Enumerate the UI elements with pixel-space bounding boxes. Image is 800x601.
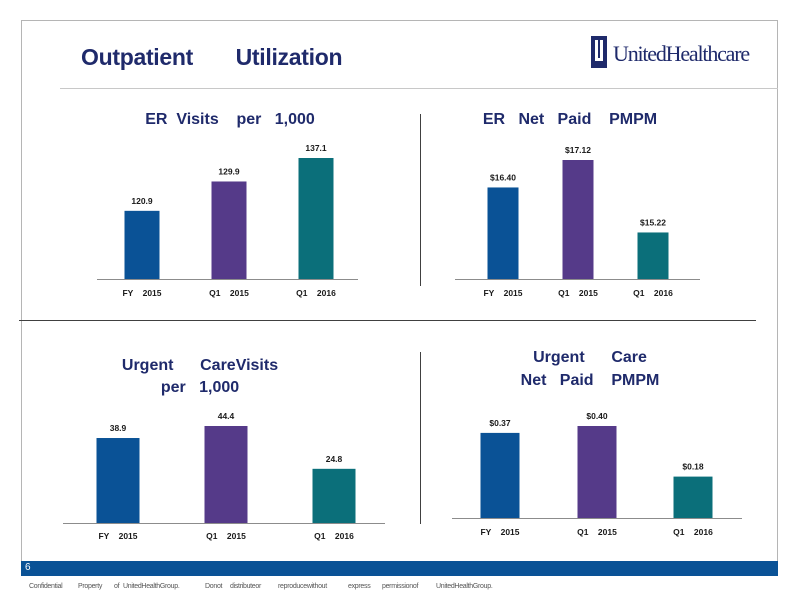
vertical-divider-bottom [420, 352, 421, 524]
x-tick-label: FY 2015 [122, 288, 161, 298]
bar [637, 232, 669, 279]
footer-word: reproducewithout [278, 583, 327, 590]
data-label: 44.4 [218, 411, 235, 421]
footer-word: Confidential [29, 583, 63, 590]
footer-word: Property [78, 583, 103, 590]
data-label: $15.22 [640, 217, 666, 227]
bar [562, 160, 594, 279]
footer-word: UnitedHealthGroup. [436, 583, 493, 590]
horizontal-divider [19, 320, 756, 321]
chart-title-er-net-paid: ER Net Paid PMPM [482, 111, 658, 128]
page-title: Outpatient Utilization [81, 44, 343, 70]
x-tick-label: Q1 2015 [558, 288, 598, 298]
chart-title-urgent-care-net-paid: Urgent Care Net Paid PMPM [520, 349, 660, 389]
x-tick-label: Q1 2016 [633, 288, 673, 298]
bar [211, 181, 247, 279]
data-label: $16.40 [490, 172, 516, 182]
footer-word: Donot [205, 583, 223, 590]
bar [204, 426, 248, 523]
x-tick-label: Q1 2015 [577, 527, 617, 537]
bar [124, 210, 160, 279]
logo-wordmark: UnitedHealthcare [613, 41, 750, 66]
x-tick-label: FY 2015 [480, 527, 519, 537]
chart-title-er-visits: ER Visits per 1,000 [145, 111, 315, 128]
footer-bar: 6 [21, 561, 778, 576]
footer-word: UnitedHealthGroup. [123, 583, 180, 590]
company-logo: UnitedHealthcare [591, 36, 754, 68]
bar [487, 187, 519, 279]
bar [480, 432, 520, 518]
bar [312, 468, 356, 523]
x-tick-label: FY 2015 [483, 288, 522, 298]
x-tick-label: Q1 2016 [296, 288, 336, 298]
footer-word: of [114, 583, 120, 590]
chart-title-urgent-care-visits: Urgent CareVisits per 1,000 [121, 357, 279, 396]
footer-word: express [348, 583, 371, 590]
bar [577, 426, 617, 518]
data-label: $17.12 [565, 145, 591, 155]
data-label: 137.1 [305, 143, 327, 153]
data-label: 120.9 [131, 196, 153, 206]
data-label: 38.9 [110, 423, 127, 433]
x-tick-label: Q1 2016 [314, 531, 354, 541]
bar [673, 476, 713, 518]
data-label: $0.40 [586, 411, 608, 421]
data-label: $0.37 [489, 418, 511, 428]
data-label: $0.18 [682, 462, 704, 472]
vertical-divider-top [420, 114, 421, 286]
bar [298, 158, 334, 279]
x-tick-label: Q1 2015 [206, 531, 246, 541]
x-tick-label: Q1 2015 [209, 288, 249, 298]
x-tick-label: Q1 2016 [673, 527, 713, 537]
bar [96, 438, 140, 523]
footer-word: permissionof [382, 583, 419, 590]
footer-word: distributeor [230, 583, 262, 590]
confidentiality-footer: Confidential Property of UnitedHealthGro… [0, 583, 800, 597]
logo-mark-icon [591, 36, 607, 68]
x-tick-label: FY 2015 [98, 531, 137, 541]
title-divider [60, 88, 778, 89]
page-number: 6 [25, 562, 31, 573]
data-label: 129.9 [218, 166, 240, 176]
data-label: 24.8 [326, 454, 343, 464]
